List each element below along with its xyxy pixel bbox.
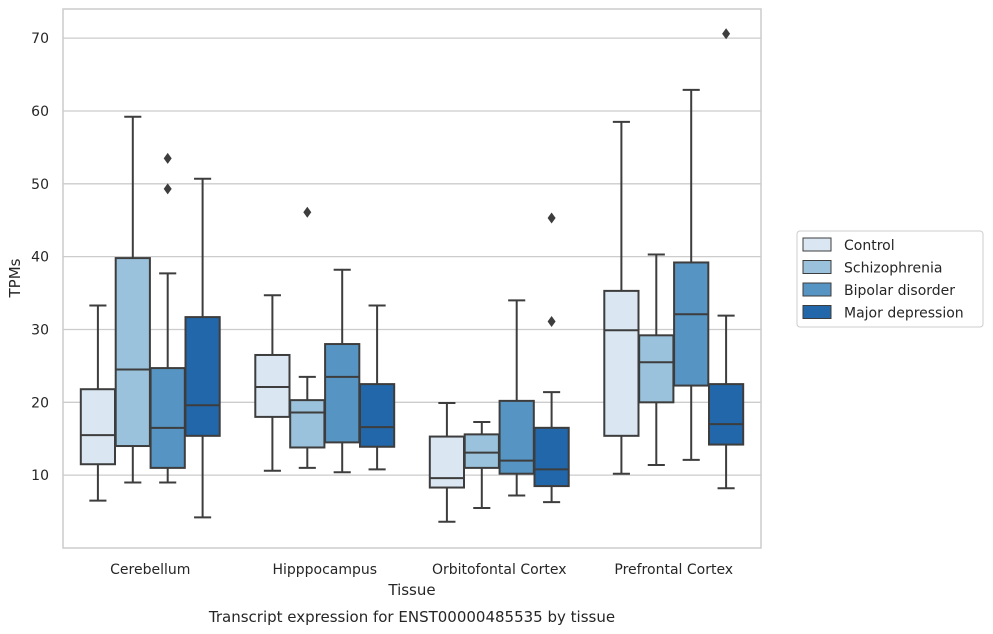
- box-body: [463, 433, 500, 469]
- box-body: [184, 316, 221, 437]
- box-body: [149, 367, 186, 469]
- box-body: [79, 388, 117, 466]
- box-control: [79, 304, 117, 502]
- x-axis-label: Tissue: [387, 581, 435, 599]
- x-tick-label: Prefrontal Cortex: [614, 562, 733, 578]
- plot-frame: [62, 8, 762, 549]
- box-schizophrenia: [289, 206, 326, 469]
- box-bipolar-disorder: [149, 152, 186, 484]
- y-tick-label: 10: [31, 468, 49, 484]
- box-schizophrenia: [463, 420, 500, 509]
- box-body: [533, 426, 570, 488]
- x-tick-label: Cerebellum: [110, 562, 190, 578]
- box-major-depression: [358, 304, 396, 471]
- box-bipolar-disorder: [673, 88, 710, 461]
- outlier-point: [163, 183, 172, 195]
- box-body: [254, 353, 291, 418]
- box-control: [254, 294, 291, 472]
- box-body: [324, 343, 361, 444]
- box-body: [498, 399, 535, 475]
- x-tick-labels: Cerebellum Hipppocampus Orbitofontal Corte…: [110, 562, 733, 578]
- y-tick-label: 30: [31, 322, 49, 338]
- legend-label-schizophrenia: Schizophrenia: [844, 261, 942, 277]
- legend-swatch-control: [802, 237, 832, 252]
- legend-frame: [796, 230, 984, 328]
- figure-caption: Transcript expression for ENST0000048553…: [208, 608, 615, 626]
- box-body: [603, 289, 640, 437]
- box-body: [673, 261, 710, 387]
- y-tick-label: 40: [31, 250, 49, 266]
- legend-label-control: Control: [844, 238, 895, 254]
- outlier-point: [163, 152, 172, 164]
- legend-label-major-depression: Major depression: [844, 306, 964, 322]
- box-major-depression: [707, 28, 745, 490]
- y-tick-label: 50: [31, 177, 49, 193]
- y-tick-labels: 10 20 30 40 50 60 70: [31, 31, 49, 484]
- box-major-depression: [184, 177, 221, 519]
- box-control: [603, 120, 640, 475]
- outlier-point: [722, 28, 731, 40]
- box-bipolar-disorder: [324, 268, 361, 474]
- outlier-point: [547, 212, 556, 224]
- legend-label-bipolar-disorder: Bipolar disorder: [844, 283, 955, 299]
- outlier-point: [547, 315, 556, 327]
- x-tick-label: Orbitofontal Cortex: [432, 562, 567, 578]
- box-bipolar-disorder: [498, 299, 535, 497]
- box-body: [638, 334, 675, 404]
- x-tick-label: Hipppocampus: [272, 562, 377, 578]
- y-tick-label: 20: [31, 395, 49, 411]
- box-body: [289, 399, 326, 449]
- box-body: [358, 383, 396, 448]
- legend-swatch-schizophrenia: [802, 260, 832, 274]
- outlier-point: [303, 206, 312, 218]
- y-tick-label: 60: [31, 104, 49, 120]
- legend: Control Schizophrenia Bipolar disorder Majo…: [796, 230, 984, 328]
- y-axis-label: TPMs: [6, 258, 24, 298]
- box-plot-area: [79, 28, 745, 523]
- box-major-depression: [533, 212, 570, 504]
- box-control: [428, 402, 466, 523]
- box-schizophrenia: [638, 253, 675, 466]
- legend-swatch-bipolar-disorder: [802, 282, 832, 297]
- box-schizophrenia: [114, 115, 151, 484]
- y-tick-label: 70: [31, 31, 49, 47]
- box-body: [114, 257, 151, 448]
- box-body: [428, 435, 466, 489]
- box-body: [707, 383, 745, 446]
- legend-swatch-major-depression: [802, 305, 832, 319]
